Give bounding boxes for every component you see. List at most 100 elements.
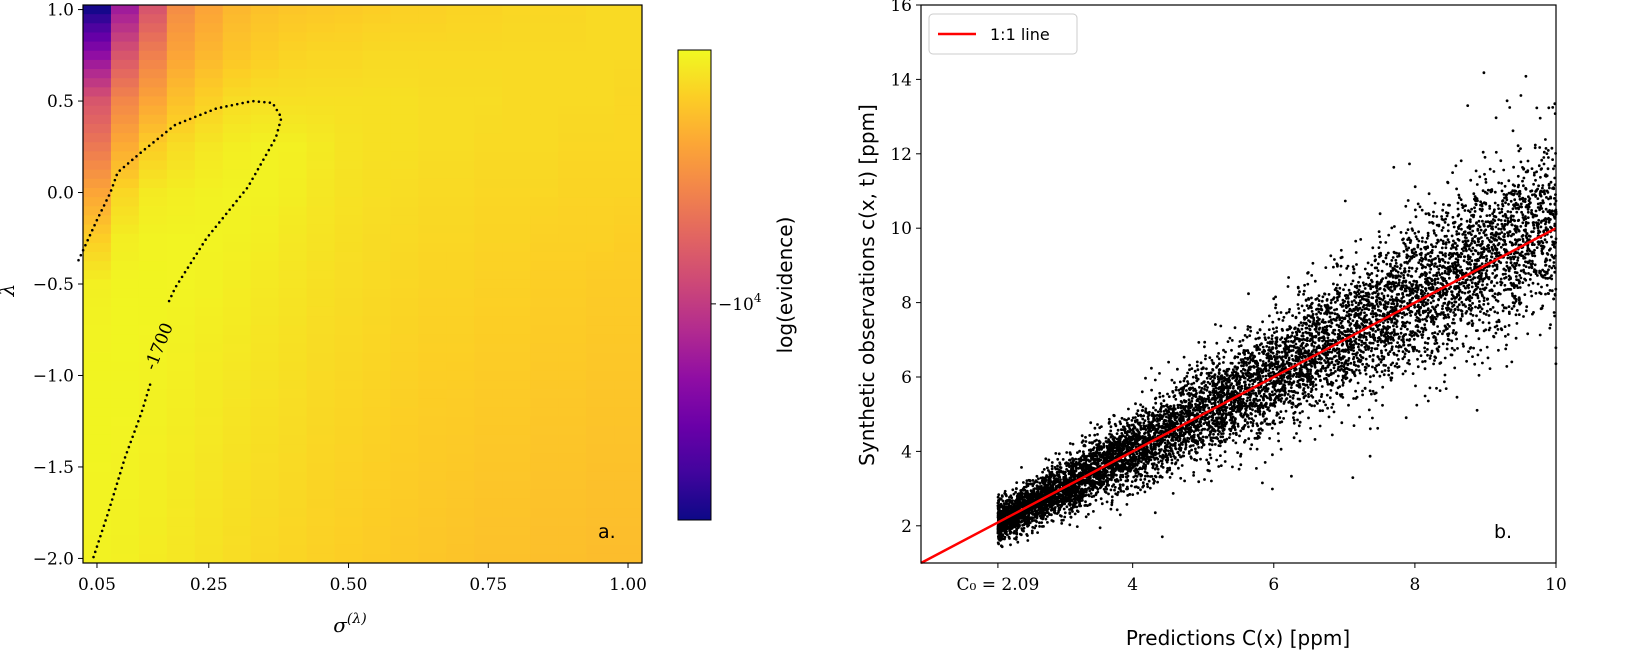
heatmap-cell	[138, 133, 168, 143]
heatmap-cell	[558, 87, 587, 97]
scatter-point	[1202, 422, 1206, 425]
heatmap-cell	[83, 380, 112, 390]
heatmap-cell	[138, 306, 168, 317]
heatmap-cell	[250, 498, 280, 509]
scatter-point	[1495, 265, 1499, 269]
heatmap-cell	[250, 178, 280, 189]
heatmap-cell	[250, 306, 280, 317]
heatmap-cell	[194, 444, 224, 454]
heatmap-cell	[390, 224, 419, 235]
heatmap-cell	[334, 14, 363, 24]
heatmap-cell	[110, 553, 140, 564]
scatter-point	[1526, 246, 1530, 250]
heatmap-cell	[83, 160, 112, 171]
scatter-point	[1096, 423, 1099, 426]
heatmap-cell	[418, 444, 447, 454]
heatmap-cell	[222, 444, 252, 454]
heatmap-cell	[83, 361, 112, 372]
heatmap-cell	[390, 498, 419, 509]
heatmap-cell	[418, 480, 447, 491]
heatmap-cell	[138, 169, 168, 180]
colorbar-tick-base: −10	[718, 295, 754, 315]
heatmap-cell	[502, 279, 531, 290]
heatmap-cell	[334, 553, 363, 564]
heatmap-cell	[83, 78, 112, 88]
scatter-point	[1548, 209, 1551, 212]
scatter-point	[1156, 410, 1160, 414]
heatmap-cell	[614, 233, 643, 244]
heatmap-cell	[194, 261, 224, 271]
heatmap-cell	[614, 288, 643, 299]
heatmap-cell	[222, 142, 252, 152]
heatmap-cell	[586, 270, 615, 280]
heatmap-cell	[474, 23, 503, 33]
heatmap-cell	[194, 306, 224, 317]
heatmap-cell	[446, 151, 475, 162]
scatter-point	[1146, 474, 1150, 478]
heatmap-cell	[558, 160, 587, 171]
scatter-point	[1424, 240, 1428, 244]
scatter-point	[1150, 388, 1153, 392]
heatmap-cell	[278, 142, 308, 152]
heatmap-cell	[222, 480, 252, 491]
scatter-point	[1109, 507, 1113, 511]
scatter-point	[1339, 264, 1343, 268]
heatmap-cell	[110, 361, 140, 372]
heatmap-cell	[390, 508, 419, 518]
scatter-point	[1085, 454, 1089, 458]
heatmap-cell	[362, 14, 391, 24]
scatter-point	[1125, 421, 1129, 425]
heatmap-cell	[250, 87, 280, 97]
heatmap-cell	[446, 306, 475, 317]
heatmap-cell	[502, 498, 531, 509]
scatter-point	[1378, 212, 1382, 216]
heatmap-cell	[110, 87, 140, 97]
scatter-point	[1512, 257, 1516, 261]
heatmap-cell	[474, 471, 503, 482]
heatmap-cell	[530, 352, 559, 363]
scatter-point	[1384, 343, 1388, 346]
scatter-point	[1151, 477, 1155, 481]
heatmap-cell	[530, 526, 559, 537]
scatter-point	[1456, 207, 1460, 211]
heatmap-cell	[194, 316, 224, 326]
heatmap-cell	[586, 316, 615, 326]
heatmap-cell	[474, 517, 503, 527]
scatter-point	[1436, 332, 1440, 336]
heatmap-cell	[558, 535, 587, 546]
heatmap-cell	[614, 123, 643, 134]
scatter-point	[1388, 298, 1392, 302]
heatmap-cell	[418, 489, 447, 500]
heatmap-cell	[614, 187, 643, 198]
heatmap-cell	[614, 425, 643, 436]
scatter-point	[1001, 499, 1005, 503]
heatmap-cell	[474, 316, 503, 326]
heatmap-cell	[110, 425, 140, 436]
heatmap-cell	[558, 489, 587, 500]
heatmap-cell	[474, 535, 503, 546]
heatmap-cell	[194, 416, 224, 427]
heatmap-cell	[446, 133, 475, 143]
heatmap-cell	[614, 178, 643, 189]
heatmap-cell	[138, 553, 168, 564]
scatter-point	[1423, 367, 1427, 371]
scatter-point	[1473, 206, 1476, 210]
scatter-point	[1266, 341, 1270, 345]
scatter-point	[1360, 343, 1363, 347]
heatmap-cell	[306, 251, 336, 262]
scatter-point	[1450, 301, 1454, 305]
heatmap-cell	[586, 306, 615, 317]
heatmap-cell	[83, 59, 112, 70]
scatter-point	[1182, 379, 1186, 383]
y-tick-label: 0.0	[47, 184, 74, 204]
scatter-point	[1444, 242, 1448, 246]
heatmap-cell	[586, 444, 615, 454]
heatmap-cell	[166, 508, 196, 518]
heatmap-cell	[138, 398, 168, 408]
scatter-point	[1035, 480, 1039, 484]
heatmap-cell	[138, 242, 168, 253]
scatter-point	[1211, 384, 1215, 388]
heatmap-cell	[250, 32, 280, 43]
scatter-point	[1081, 450, 1085, 454]
heatmap-cell	[446, 334, 475, 344]
